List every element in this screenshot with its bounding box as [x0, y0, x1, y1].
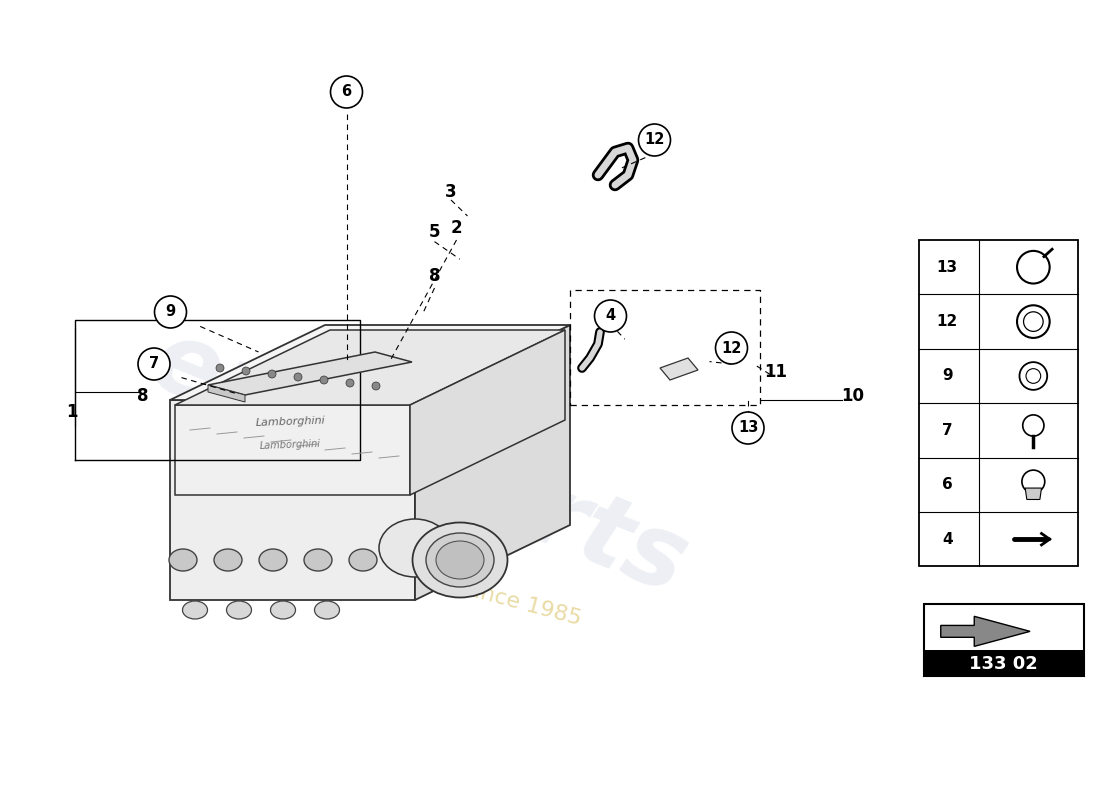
Ellipse shape [412, 522, 507, 598]
Text: 6: 6 [341, 85, 352, 99]
Circle shape [242, 367, 250, 375]
Polygon shape [170, 325, 570, 400]
Text: 11: 11 [764, 363, 786, 381]
Circle shape [268, 370, 276, 378]
Circle shape [154, 296, 187, 328]
Text: 4: 4 [942, 532, 953, 546]
Bar [924, 604, 1084, 676]
Circle shape [715, 332, 748, 364]
Bar [918, 240, 1078, 566]
Polygon shape [175, 330, 565, 405]
Circle shape [372, 382, 379, 390]
Text: 13: 13 [936, 260, 958, 274]
Polygon shape [660, 358, 698, 380]
Text: 8: 8 [138, 387, 148, 405]
Ellipse shape [426, 533, 494, 587]
Ellipse shape [379, 519, 451, 577]
Text: 6: 6 [942, 478, 953, 492]
Text: 9: 9 [165, 305, 176, 319]
Ellipse shape [214, 549, 242, 571]
Ellipse shape [183, 601, 208, 619]
Polygon shape [410, 330, 565, 495]
Circle shape [216, 364, 224, 372]
Polygon shape [170, 400, 415, 600]
Text: eurOparts: eurOparts [136, 313, 700, 615]
Polygon shape [208, 385, 245, 402]
Circle shape [294, 373, 302, 381]
Ellipse shape [315, 601, 340, 619]
Text: 5: 5 [429, 223, 440, 241]
Ellipse shape [258, 549, 287, 571]
Ellipse shape [304, 549, 332, 571]
Polygon shape [208, 352, 412, 395]
Circle shape [330, 76, 363, 108]
Polygon shape [415, 325, 570, 600]
Circle shape [138, 348, 170, 380]
Circle shape [638, 124, 671, 156]
Ellipse shape [169, 549, 197, 571]
Circle shape [594, 300, 627, 332]
Text: a passion for parts since 1985: a passion for parts since 1985 [253, 522, 583, 630]
Text: 12: 12 [645, 133, 664, 147]
Text: 133 02: 133 02 [969, 654, 1038, 673]
Text: 8: 8 [429, 267, 440, 285]
Ellipse shape [349, 549, 377, 571]
Text: Lamborghini: Lamborghini [260, 439, 321, 451]
Text: 12: 12 [722, 341, 741, 355]
Text: 2: 2 [451, 219, 462, 237]
Text: 4: 4 [605, 309, 616, 323]
Ellipse shape [227, 601, 252, 619]
Text: Lamborghini: Lamborghini [255, 416, 326, 428]
Polygon shape [175, 405, 410, 495]
Polygon shape [940, 616, 1030, 646]
Text: 12: 12 [936, 314, 958, 329]
Polygon shape [1025, 488, 1042, 499]
Bar [924, 650, 1084, 676]
Ellipse shape [271, 601, 296, 619]
Circle shape [732, 412, 764, 444]
Text: 13: 13 [738, 421, 758, 435]
Circle shape [320, 376, 328, 384]
Text: 7: 7 [942, 423, 953, 438]
Text: 10: 10 [842, 387, 864, 405]
Text: 3: 3 [446, 183, 456, 201]
Text: 9: 9 [942, 369, 953, 383]
Circle shape [346, 379, 354, 387]
Ellipse shape [436, 541, 484, 579]
Text: 1: 1 [66, 403, 77, 421]
Text: 7: 7 [148, 357, 159, 371]
